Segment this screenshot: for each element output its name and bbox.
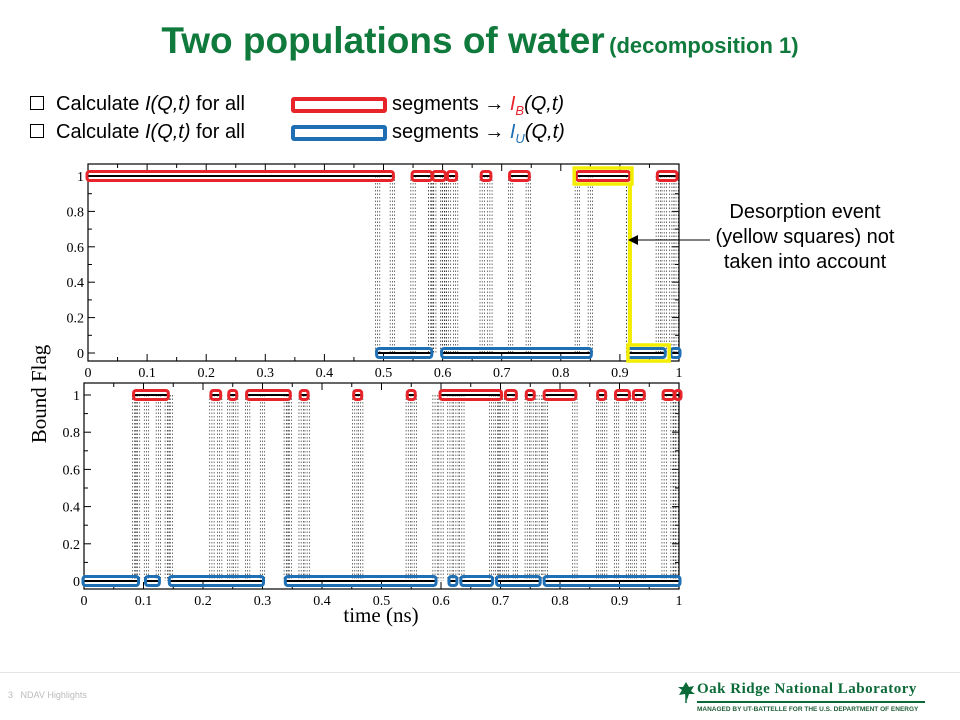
x-tick-label: 0 — [85, 366, 92, 381]
bound-segment — [227, 389, 239, 401]
x-tick-label: 0.8 — [551, 594, 569, 609]
x-tick-label: 0.8 — [552, 366, 570, 381]
unbound-legend-swatch — [291, 125, 387, 141]
plot-frame — [83, 382, 680, 590]
x-tick-label: 1 — [676, 594, 683, 609]
y-tick-label: 0.2 — [67, 312, 85, 327]
unbound-segment — [542, 575, 682, 587]
ib-symbol: IB — [509, 93, 525, 118]
desorption-annotation: Desorption event (yellow squares) not ta… — [715, 201, 895, 273]
bound-segment — [352, 389, 364, 401]
bound-segment — [542, 389, 578, 401]
x-tick-label: 0.1 — [135, 594, 153, 609]
ornl-leaf-icon — [678, 682, 695, 703]
x-tick-label: 0.7 — [492, 594, 510, 609]
ornl-logo-rule — [697, 701, 925, 703]
checkbox-icon — [30, 96, 44, 110]
y-tick-label: 1 — [77, 170, 84, 185]
y-tick-label: 0.4 — [63, 501, 81, 516]
footer-divider — [0, 672, 960, 673]
annotation-arrowhead — [628, 235, 638, 245]
bound-segment — [446, 170, 459, 182]
x-tick-label: 0.4 — [316, 366, 334, 381]
y-tick-label: 0.8 — [67, 205, 85, 220]
footer-text: 3 NDAV Highlights — [8, 690, 87, 700]
y-tick-label: 0.8 — [63, 426, 81, 441]
bound-segment — [631, 389, 646, 401]
x-tick-label: 0.3 — [254, 594, 272, 609]
y-tick-label: 1 — [73, 389, 80, 404]
unbound-segment — [440, 347, 593, 359]
x-tick-label: 1 — [676, 366, 683, 381]
bound-segment — [596, 389, 608, 401]
x-tick-label: 0.2 — [194, 594, 212, 609]
unbound-segment — [143, 575, 161, 587]
bound-segment — [405, 389, 417, 401]
bullet-unbound: Calculate I(Q,t) for all — [30, 121, 245, 144]
iu-symbol: IU — [509, 121, 525, 146]
x-tick-label: 0.9 — [611, 366, 629, 381]
bound-legend-swatch — [291, 97, 387, 113]
plot-top: 0 0.1 0.2 0.3 0.4 0.5 0.6 0.7 0.8 0.9 1 0 0.2 0.4 0.6 0… — [67, 163, 683, 381]
y-tick-label: 0 — [73, 575, 80, 590]
unbound-segment — [459, 575, 495, 587]
unbound-segment — [447, 575, 459, 587]
y-axis-label: Bound Flag — [27, 344, 51, 443]
x-tick-label: 0 — [81, 594, 88, 609]
x-tick-label: 0.6 — [434, 366, 452, 381]
x-tick-label: 0.3 — [257, 366, 275, 381]
bound-segment — [655, 170, 679, 182]
bound-segment — [438, 389, 503, 401]
x-tick-label: 0.4 — [313, 594, 331, 609]
x-tick-label: 0.1 — [138, 366, 156, 381]
bound-segment — [524, 389, 536, 401]
bound-flag-chart: 0 0.1 0.2 0.3 0.4 0.5 0.6 0.7 0.8 0.9 100.20.40.60… — [27, 163, 710, 627]
desorption-highlight — [626, 343, 671, 363]
plot-bottom: 0 0.1 0.2 0.3 0.4 0.5 0.6 0.7 0.8 0.9 1 0 0.2 0.4 0.6 0… — [63, 382, 683, 609]
unbound-segment — [283, 575, 438, 587]
title-main: Two populations of water — [161, 20, 605, 61]
checkbox-icon — [30, 124, 44, 138]
y-tick-label: 0 — [77, 347, 84, 362]
bound-segment — [614, 389, 631, 401]
y-tick-label: 0.6 — [63, 463, 81, 478]
unbound-segment — [495, 575, 542, 587]
bullet-bound-rhs: segments → IB(Q,t) — [392, 93, 565, 118]
bound-segment — [431, 170, 447, 182]
y-tick-label: 0.2 — [63, 538, 81, 553]
x-tick-label: 0.5 — [373, 594, 391, 609]
bound-segment — [479, 170, 493, 182]
x-tick-label: 0.7 — [493, 366, 511, 381]
ornl-logo-subtext: MANAGED BY UT-BATTELLE FOR THE U.S. DEPA… — [697, 706, 919, 713]
bound-segment — [298, 389, 310, 401]
bound-segment — [132, 389, 170, 401]
unbound-segment — [375, 347, 434, 359]
title-sub: (decomposition 1) — [609, 33, 799, 58]
bound-segment — [245, 389, 292, 401]
x-axis-label: time (ns) — [343, 603, 418, 627]
y-tick-label: 0.6 — [67, 241, 85, 256]
ornl-logo-text: Oak Ridge National Laboratory — [697, 681, 917, 697]
bound-segment — [673, 389, 683, 401]
bound-segment — [209, 389, 223, 401]
desorption-highlight — [572, 166, 634, 186]
x-tick-label: 0.2 — [197, 366, 215, 381]
bound-segment — [503, 389, 518, 401]
x-tick-label: 0.6 — [432, 594, 450, 609]
bullet-bound: Calculate I(Q,t) for all — [30, 93, 245, 116]
unbound-segment — [81, 575, 141, 587]
bullet-unbound-rhs: segments → IU(Q,t) — [392, 121, 565, 146]
unbound-segment — [167, 575, 265, 587]
slide-title: Two populations of water (decomposition … — [0, 20, 960, 62]
x-tick-label: 0.5 — [375, 366, 393, 381]
x-tick-label: 0.9 — [611, 594, 629, 609]
bound-segment — [574, 170, 632, 182]
bound-segment — [85, 170, 395, 182]
bound-segment — [508, 170, 531, 182]
y-tick-label: 0.4 — [67, 276, 85, 291]
